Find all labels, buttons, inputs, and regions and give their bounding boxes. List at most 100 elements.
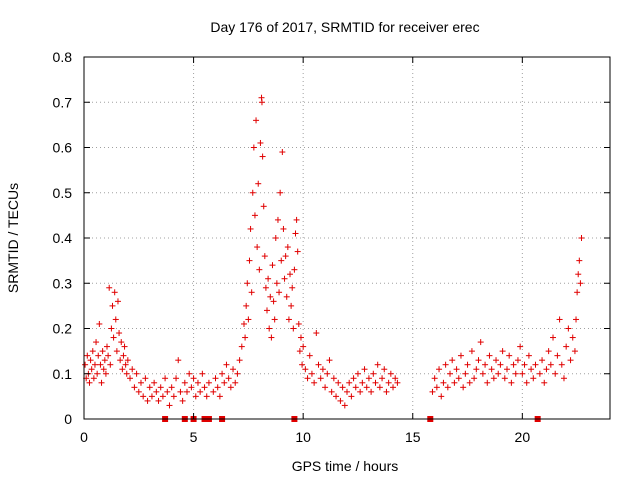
data-point (276, 289, 283, 296)
data-point (104, 343, 111, 350)
data-point (376, 384, 383, 391)
data-point (123, 370, 130, 377)
data-point (282, 253, 289, 260)
data-point (554, 352, 561, 359)
data-point (429, 388, 436, 395)
data-point (462, 370, 469, 377)
data-point (122, 361, 129, 368)
data-point (455, 375, 462, 382)
data-point (339, 384, 346, 391)
data-point (293, 216, 300, 223)
data-point (265, 275, 272, 282)
data-point (471, 375, 478, 382)
data-point (344, 388, 350, 395)
data-point (97, 361, 104, 368)
data-point (326, 357, 333, 364)
data-point (350, 375, 357, 382)
data-point (146, 384, 153, 391)
data-point (370, 370, 377, 377)
data-point (333, 393, 340, 400)
data-point (271, 316, 278, 323)
y-tick-label: 0.3 (53, 275, 73, 291)
data-point (482, 361, 489, 368)
data-point (390, 384, 397, 391)
data-point (385, 379, 392, 386)
data-point (116, 330, 123, 337)
data-point (294, 248, 301, 255)
data-point (558, 361, 565, 368)
data-point (359, 379, 366, 386)
data-point (140, 393, 147, 400)
data-point (563, 343, 570, 350)
data-point (545, 348, 552, 355)
data-point (571, 348, 578, 355)
data-point (129, 366, 136, 373)
data-point (357, 388, 364, 395)
data-point (268, 334, 275, 341)
data-point (121, 343, 128, 350)
data-point (354, 370, 361, 377)
data-point (499, 348, 506, 355)
data-point (322, 384, 329, 391)
data-point (532, 361, 539, 368)
data-point (547, 361, 554, 368)
data-point (479, 370, 486, 377)
data-point (575, 271, 582, 278)
data-point (368, 388, 375, 395)
data-point (304, 375, 311, 382)
data-point (250, 144, 257, 151)
data-point (223, 361, 230, 368)
data-point (392, 375, 399, 382)
data-point (560, 375, 567, 382)
data-point (279, 149, 286, 156)
data-point (394, 379, 401, 386)
data-point (311, 379, 318, 386)
data-point (567, 357, 574, 364)
data-point (106, 284, 113, 291)
data-point (272, 235, 279, 241)
data-point (330, 375, 337, 382)
data-point (510, 361, 517, 368)
y-tick-label: 0.7 (53, 94, 73, 110)
chart-title: Day 176 of 2017, SRMTID for receiver ere… (210, 19, 479, 35)
data-point (288, 302, 295, 309)
data-point (214, 384, 221, 391)
data-point (157, 384, 164, 391)
data-point (488, 366, 495, 373)
data-point (433, 384, 440, 391)
data-point (495, 370, 502, 377)
data-point (159, 393, 166, 400)
data-point (249, 189, 256, 196)
data-point (280, 225, 287, 232)
y-tick-label: 0.6 (53, 140, 73, 156)
data-point (135, 388, 142, 395)
data-point (313, 330, 320, 337)
data-point (257, 139, 264, 146)
plot-frame (83, 56, 611, 420)
data-point (253, 117, 260, 124)
data-point (243, 302, 250, 309)
data-point (266, 325, 273, 332)
data-point (127, 375, 134, 382)
data-point (259, 153, 266, 160)
data-point (144, 397, 151, 404)
data-point (84, 352, 91, 359)
data-point (216, 393, 223, 400)
data-point (556, 316, 563, 323)
data-point (131, 384, 138, 391)
data-point (346, 379, 353, 386)
data-point (337, 397, 344, 404)
data-point (274, 216, 281, 223)
data-point (162, 375, 169, 382)
data-point (387, 370, 394, 377)
data-point (578, 235, 585, 241)
data-point (273, 280, 280, 287)
data-point (543, 366, 550, 373)
data-point (245, 316, 252, 323)
x-tick-label: 5 (190, 429, 198, 445)
data-point (254, 244, 261, 251)
data-point (177, 388, 184, 395)
data-point (114, 298, 121, 305)
